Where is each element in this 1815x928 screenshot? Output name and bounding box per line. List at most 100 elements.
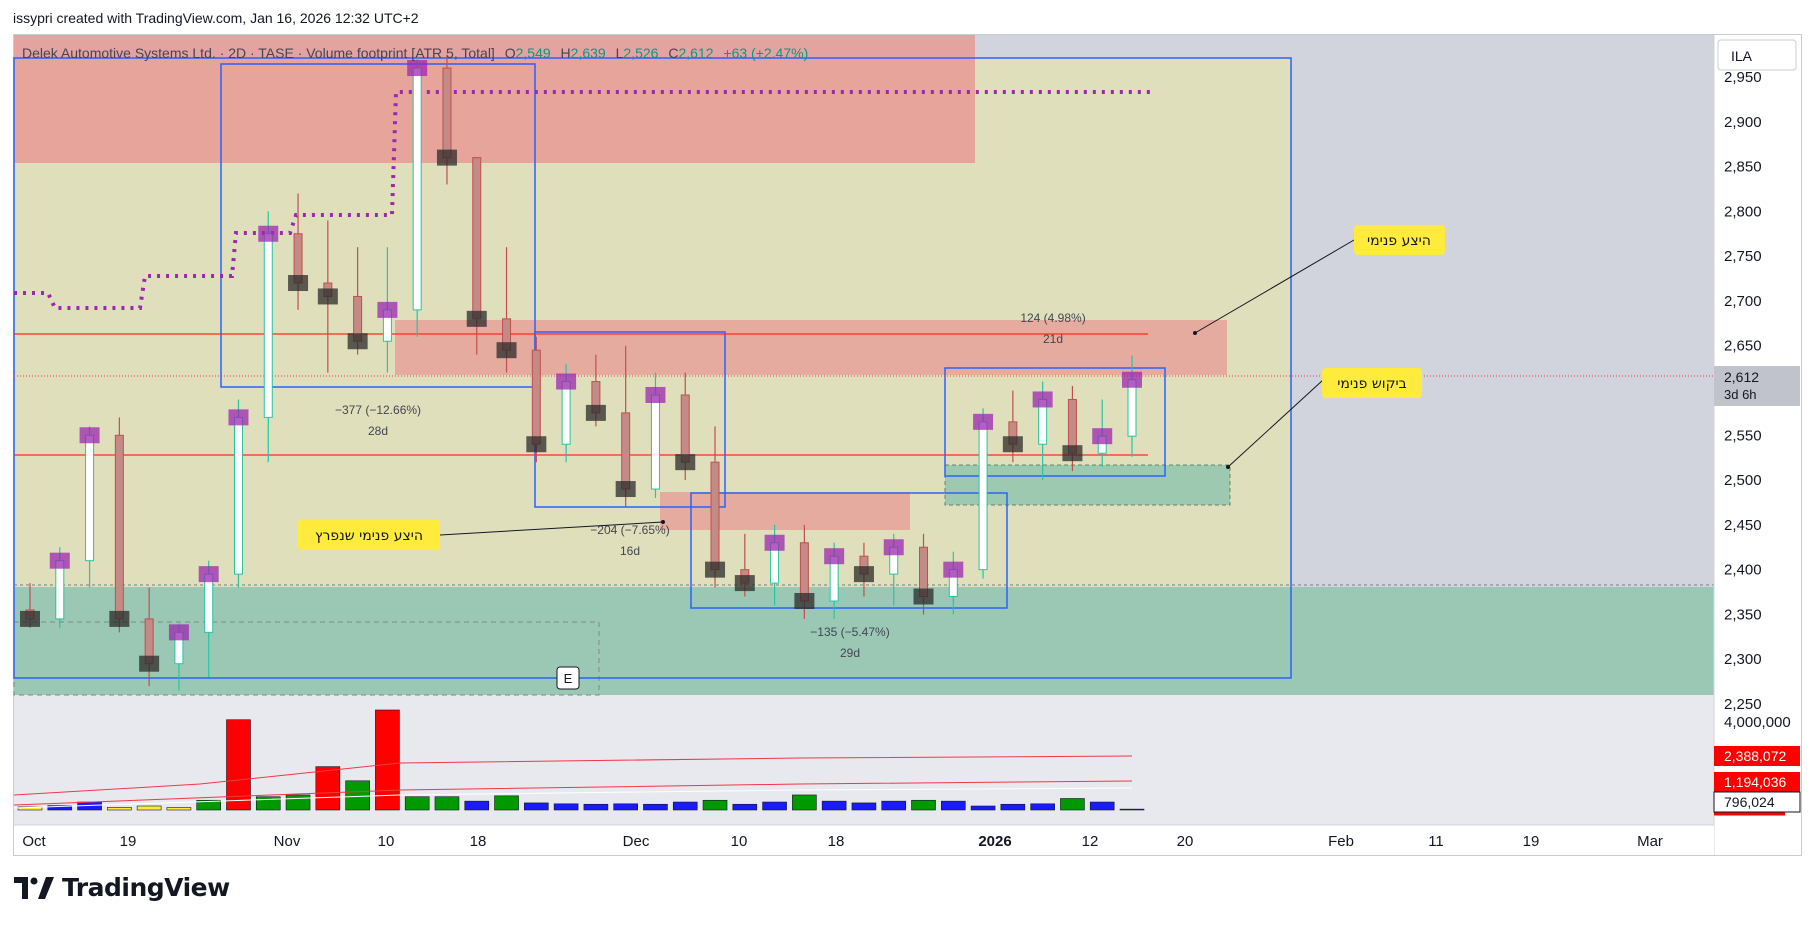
volume-bar[interactable] (464, 800, 490, 811)
volume-bar[interactable] (792, 794, 817, 811)
callout-box-top[interactable] (1354, 225, 1445, 255)
volume-bar[interactable] (851, 802, 877, 811)
volume-bar[interactable] (553, 803, 579, 811)
volume-bar[interactable] (404, 796, 430, 811)
candle-body[interactable] (1067, 398, 1077, 454)
volume-bar[interactable] (821, 800, 847, 811)
candle-body[interactable] (531, 349, 541, 445)
volume-bar[interactable] (762, 801, 787, 811)
footprint-poc (466, 310, 487, 327)
candle-body[interactable] (978, 421, 988, 571)
candle-body[interactable] (621, 412, 631, 490)
callout-text-left: היצע פנימי שנפרץ (315, 528, 423, 544)
price-tick: 2,650 (1724, 338, 1762, 355)
volume-bar[interactable] (1119, 808, 1145, 811)
volume-bar[interactable] (315, 766, 341, 811)
candle-body[interactable] (650, 394, 660, 490)
measure-change-1: −377 (−12.66%) (335, 403, 421, 417)
candle-body[interactable] (263, 233, 273, 418)
footprint-poc (407, 60, 428, 77)
candle-body[interactable] (412, 67, 422, 311)
volume-bar[interactable] (583, 803, 609, 811)
footprint-poc (824, 548, 845, 565)
candle-body[interactable] (85, 434, 95, 562)
time-tick: 20 (1177, 833, 1194, 850)
legend-o-label: O (505, 45, 516, 61)
time-axis[interactable]: Oct 19 Nov 10 18 Dec 10 18 2026 12 20 Feb 11 19 Mar (22, 833, 1663, 850)
candle-body[interactable] (561, 381, 571, 445)
volume-bar[interactable] (166, 807, 192, 811)
callout-box-mid[interactable] (1322, 368, 1422, 398)
volume-bar[interactable] (226, 719, 251, 811)
volume-bar[interactable] (345, 780, 370, 811)
volume-tag-2-label: 1,194,036 (1724, 774, 1786, 790)
volume-bar[interactable] (613, 803, 638, 811)
measure-change-3: −135 (−5.47%) (810, 625, 889, 639)
volume-bar[interactable] (285, 794, 311, 811)
footprint-poc (675, 454, 696, 471)
volume-bar[interactable] (1089, 801, 1115, 811)
callout-box-left[interactable] (298, 520, 440, 550)
time-tick: Oct (22, 833, 46, 850)
currency-button[interactable] (1717, 39, 1797, 71)
demand-zone-bottom (14, 587, 1714, 695)
volume-bar[interactable] (524, 802, 549, 811)
volume-bar[interactable] (702, 799, 728, 811)
candle-body[interactable] (204, 573, 214, 633)
volume-bar[interactable] (47, 805, 73, 811)
candle-body[interactable] (233, 416, 243, 575)
volume-bar[interactable] (434, 796, 460, 811)
candle-body[interactable] (680, 394, 690, 463)
candle-body[interactable] (114, 434, 124, 620)
candle-body[interactable] (799, 542, 809, 602)
volume-ma-line-2 (13, 780, 1133, 806)
measure-change-2: −204 (−7.65%) (590, 523, 669, 537)
volume-bar[interactable] (196, 799, 222, 811)
volume-bar[interactable] (1030, 803, 1055, 811)
volume-bar[interactable] (940, 800, 966, 811)
legend-h-label: H (561, 45, 571, 61)
brand-name: TradingView (62, 873, 230, 902)
volume-bar[interactable] (107, 807, 132, 811)
price-tick: 2,800 (1724, 203, 1762, 220)
volume-bar[interactable] (17, 806, 43, 811)
volume-bar[interactable] (911, 799, 936, 811)
volume-bar[interactable] (375, 709, 400, 811)
candle-body[interactable] (1127, 379, 1137, 437)
time-tick: 10 (731, 833, 748, 850)
footprint-poc (436, 149, 457, 166)
price-tick: 2,250 (1724, 696, 1762, 713)
candle-body[interactable] (442, 67, 452, 159)
candle-body[interactable] (55, 560, 65, 620)
footprint-poc (317, 288, 338, 305)
volume-bar[interactable] (881, 800, 907, 811)
footprint-poc (1032, 391, 1053, 408)
candle-body[interactable] (710, 461, 720, 571)
time-tick: 18 (470, 833, 487, 850)
dotted-trail (14, 90, 1150, 310)
volume-tag-3-label: 796,024 (1724, 794, 1775, 810)
footprint-poc (973, 413, 994, 430)
tradingview-logo[interactable]: TradingView (14, 873, 230, 902)
volume-bar[interactable] (643, 803, 668, 811)
candle-body[interactable] (472, 157, 482, 320)
event-marker[interactable] (556, 666, 580, 690)
volume-bar[interactable] (1000, 803, 1026, 811)
volume-bar[interactable] (136, 805, 162, 811)
callout-line-left (439, 521, 664, 536)
demand-zone-internal (944, 464, 1231, 506)
legend-l-label: L (616, 45, 624, 61)
price-axis-bg (1714, 35, 1800, 855)
price-axis[interactable]: 2,2502,3002,3502,4002,4502,5002,5502,600… (1724, 69, 1762, 713)
volume-bar[interactable] (732, 803, 758, 811)
footprint-poc (585, 404, 606, 421)
price-tick: 2,950 (1724, 69, 1762, 86)
legend-c-value: 2,612 (678, 45, 713, 61)
volume-bar[interactable] (672, 801, 698, 811)
volume-bar[interactable] (1060, 798, 1085, 811)
volume-bar[interactable] (970, 805, 996, 811)
volume-bar[interactable] (494, 795, 519, 811)
callout-text-mid: ביקוש פנימי (1337, 376, 1406, 392)
blue-box-1 (220, 63, 536, 388)
